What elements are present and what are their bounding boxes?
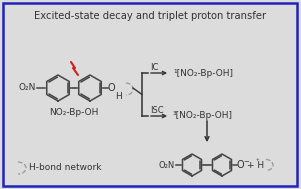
Text: Excited-state decay and triplet proton transfer: Excited-state decay and triplet proton t… <box>34 11 266 21</box>
Text: NO₂-Bp-OH: NO₂-Bp-OH <box>49 108 99 117</box>
Text: −: − <box>243 159 249 165</box>
Text: IC: IC <box>150 63 158 72</box>
Text: H: H <box>115 92 122 101</box>
Text: O: O <box>108 83 116 93</box>
Text: ISC: ISC <box>150 106 164 115</box>
Text: + H: + H <box>247 160 264 170</box>
Text: H-bond network: H-bond network <box>29 163 101 173</box>
Text: O₂N: O₂N <box>19 84 36 92</box>
Text: ⁺: ⁺ <box>256 159 260 165</box>
Text: O₂N: O₂N <box>159 160 175 170</box>
Text: O: O <box>237 160 245 170</box>
Text: ¹[NO₂-Bp-OH]: ¹[NO₂-Bp-OH] <box>173 68 233 77</box>
Text: ³[NO₂-Bp-OH]: ³[NO₂-Bp-OH] <box>173 112 233 121</box>
